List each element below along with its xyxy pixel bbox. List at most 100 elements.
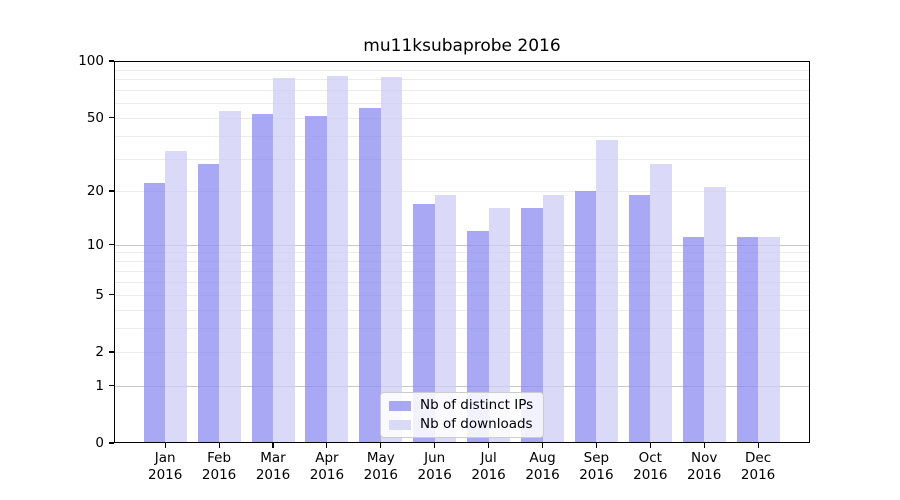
x-tick-year: 2016 (255, 467, 291, 483)
x-axis-tick-label-jul: Jul 2016 (459, 450, 519, 484)
bar-ips-may (359, 108, 381, 443)
y-tick-mark-5 (109, 294, 114, 296)
x-axis-tick-label-aug: Aug 2016 (513, 450, 573, 484)
x-axis-tick-label-oct: Oct 2016 (620, 450, 680, 484)
x-tick-year: 2016 (148, 467, 183, 483)
bar-downloads-feb (219, 111, 241, 443)
x-axis-tick-label-feb: Feb 2016 (189, 450, 249, 484)
x-axis-tick-label-jan: Jan 2016 (135, 450, 195, 484)
x-axis-tick-label-nov: Nov 2016 (674, 450, 734, 484)
chart-title: mu11ksubaprobe 2016 (363, 36, 561, 56)
x-axis-tick-label-sep: Sep 2016 (566, 450, 626, 484)
bar-downloads-jun (434, 195, 457, 443)
bar-downloads-nov (704, 187, 726, 443)
gridline-minor-50 (114, 117, 810, 119)
bar-downloads-mar (273, 78, 295, 443)
gridline-minor-70 (114, 90, 810, 92)
gridline-minor-40 (114, 135, 810, 137)
bar-downloads-may (380, 77, 403, 443)
x-tick-month: Oct (638, 450, 662, 466)
bar-ips-feb (197, 164, 220, 443)
x-tick-mark-feb (218, 443, 220, 448)
gridline-major-1 (114, 385, 810, 387)
legend-swatch-downloads (389, 419, 411, 430)
x-axis-tick-label-apr: Apr 2016 (297, 450, 357, 484)
gridline-minor-3 (114, 328, 810, 330)
y-axis-tick-label-2: 2 (95, 344, 104, 361)
bar-downloads-jul (488, 208, 511, 443)
x-tick-month: Aug (529, 450, 556, 466)
bar-ips-aug (521, 208, 543, 443)
x-axis-tick-label-dec: Dec 2016 (728, 450, 788, 484)
x-tick-mark-jun (434, 443, 436, 448)
x-tick-mark-jan (164, 443, 166, 448)
x-tick-year: 2016 (687, 467, 722, 483)
gridline-minor-9 (114, 252, 810, 254)
bar-downloads-apr (326, 76, 349, 443)
legend: Nb of distinct IPs Nb of downloads (380, 392, 544, 438)
x-tick-month: Nov (691, 450, 718, 466)
gridline-major-10 (114, 244, 810, 246)
gridline-minor-2 (114, 352, 810, 354)
x-tick-mark-oct (649, 443, 651, 448)
y-tick-mark-0 (109, 442, 114, 444)
x-tick-mark-aug (541, 443, 544, 448)
gridline-minor-5 (114, 294, 810, 296)
y-axis-tick-label-1: 1 (95, 377, 104, 394)
legend-entry-distinct-ips: Nb of distinct IPs (389, 397, 535, 414)
y-tick-mark-100 (109, 60, 114, 62)
y-axis-tick-label-100: 100 (78, 53, 104, 69)
bar-ips-nov (682, 237, 705, 443)
x-tick-month: Apr (315, 450, 339, 466)
x-tick-year: 2016 (740, 467, 776, 483)
bar-ips-oct (628, 195, 651, 443)
y-axis-tick-label-10: 10 (86, 236, 104, 253)
x-tick-year: 2016 (201, 467, 237, 483)
legend-label-distinct-ips: Nb of distinct IPs (420, 397, 534, 413)
x-tick-mark-apr (326, 443, 328, 448)
gridline-minor-7 (114, 270, 810, 272)
y-axis-tick-label-0: 0 (95, 435, 104, 451)
x-tick-mark-nov (703, 443, 705, 448)
bar-downloads-aug (542, 195, 564, 443)
y-axis-tick-label-50: 50 (86, 109, 104, 126)
x-tick-month: Jul (480, 450, 497, 466)
x-tick-year: 2016 (417, 467, 452, 483)
gridline-minor-6 (114, 281, 810, 283)
legend-swatch-distinct-ips (389, 400, 411, 411)
gridline-major-100 (114, 61, 810, 62)
x-tick-year: 2016 (633, 467, 668, 483)
gridline-minor-60 (114, 102, 810, 104)
y-tick-mark-1 (109, 385, 114, 387)
gridline-minor-30 (114, 158, 810, 160)
x-tick-mark-jul (488, 443, 490, 448)
x-tick-year: 2016 (363, 467, 398, 483)
x-tick-month: Sep (583, 450, 610, 466)
x-tick-mark-dec (757, 443, 759, 448)
x-tick-month: Dec (745, 450, 772, 466)
y-axis-tick-label-20: 20 (86, 183, 104, 199)
bar-ips-jun (413, 203, 435, 443)
bar-ips-apr (305, 115, 327, 443)
x-tick-year: 2016 (525, 467, 560, 483)
bar-downloads-sep (596, 139, 618, 443)
bar-downloads-jan (165, 151, 187, 443)
y-tick-mark-10 (109, 243, 114, 246)
gridline-minor-8 (114, 261, 810, 263)
bar-downloads-oct (650, 164, 672, 443)
y-axis-tick-label-5: 5 (95, 286, 104, 303)
gridline-minor-4 (114, 309, 810, 311)
y-tick-mark-2 (109, 351, 114, 353)
legend-entry-downloads: Nb of downloads (389, 416, 535, 433)
gridline-minor-20 (114, 191, 810, 192)
legend-label-downloads: Nb of downloads (420, 416, 533, 432)
x-tick-month: Jan (154, 450, 176, 466)
x-axis-tick-label-mar: Mar 2016 (243, 450, 303, 484)
x-tick-month: May (366, 450, 395, 466)
x-tick-mark-sep (595, 443, 597, 448)
y-tick-mark-50 (109, 116, 114, 119)
x-tick-month: Feb (207, 450, 232, 466)
y-tick-mark-20 (109, 190, 114, 192)
x-tick-year: 2016 (471, 467, 506, 483)
